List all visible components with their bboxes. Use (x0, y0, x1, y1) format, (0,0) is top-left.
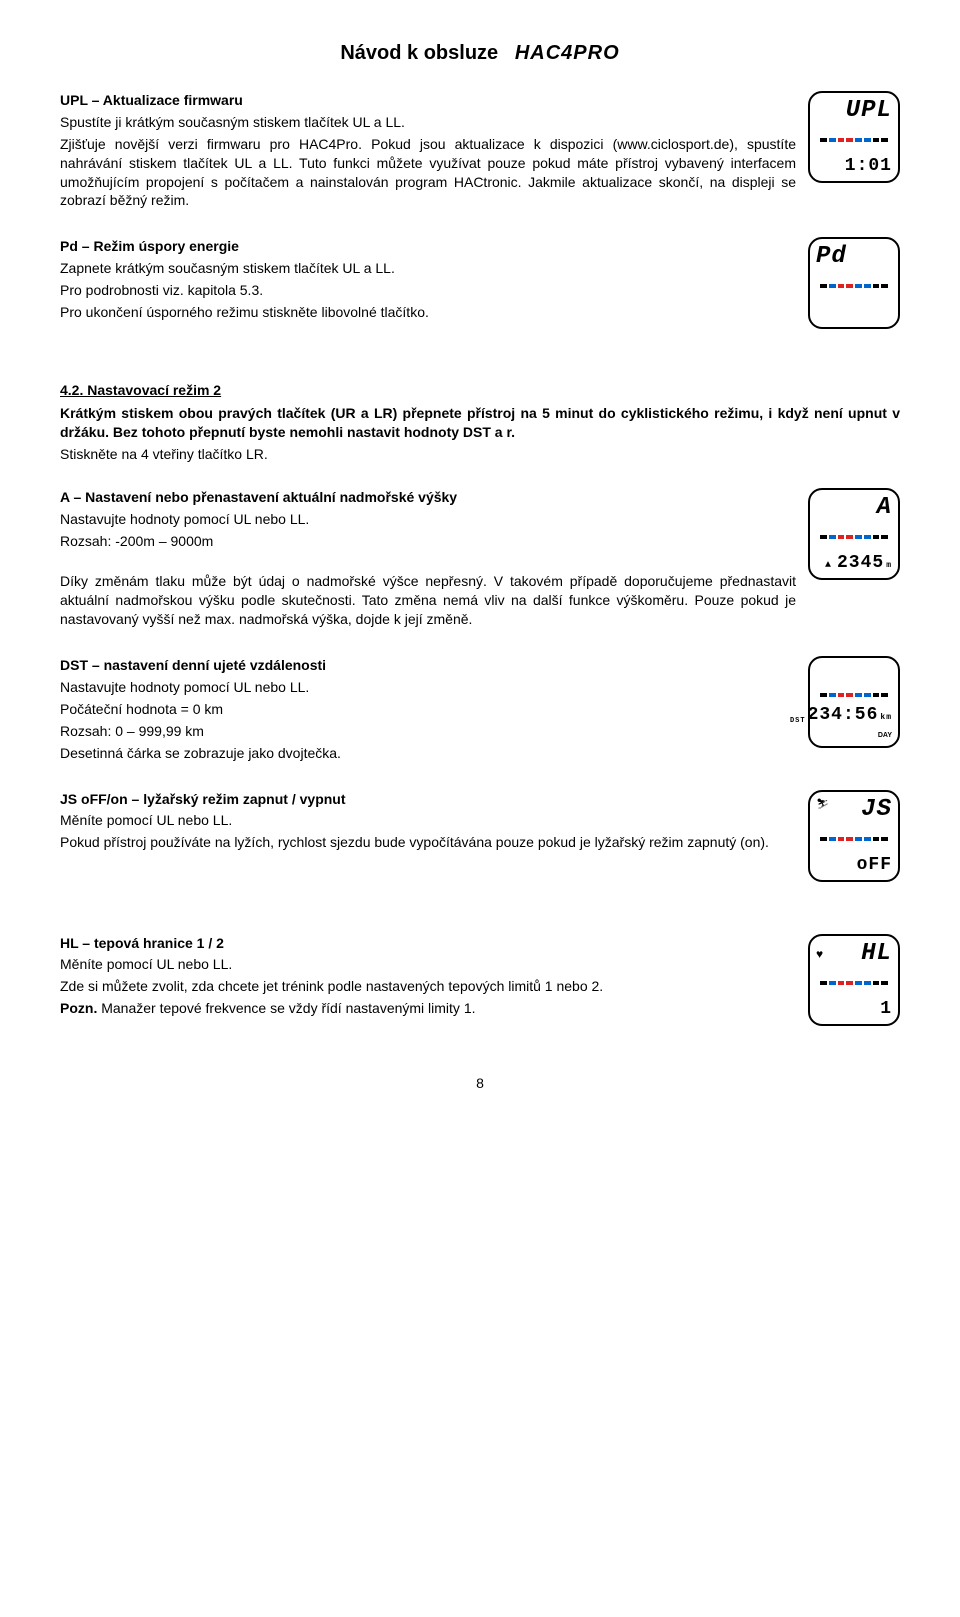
lcd-bars (816, 981, 892, 985)
dst-p1: Nastavujte hodnoty pomocí UL nebo LL. (60, 678, 796, 697)
dst-p2: Počáteční hodnota = 0 km (60, 700, 796, 719)
hl-p3: Pozn. Manažer tepové frekvence se vždy ř… (60, 999, 796, 1018)
dst-p3: Rozsah: 0 – 999,99 km (60, 722, 796, 741)
lcd-dst-sub: DAY (816, 731, 892, 740)
a-heading: A – Nastavení nebo přenastavení aktuální… (60, 488, 796, 507)
lcd-upl-bottom: 1:01 (816, 157, 892, 175)
section-hl: ♥ HL 1 HL – tepová hranice 1 / 2 Měníte … (60, 934, 900, 1034)
lcd-js-bottom: oFF (816, 856, 892, 874)
hl-p3-label: Pozn. (60, 1000, 97, 1016)
lcd-js-icon: ⛷ JS oFF (808, 790, 900, 882)
section-dst: DST 234:56 km DAY DST – nastavení denní … (60, 656, 900, 765)
upl-p2: Zjišťuje novější verzi firmwaru pro HAC4… (60, 135, 796, 211)
lcd-upl-top: UPL (816, 99, 892, 123)
a-p3: Díky změnám tlaku může být údaj o nadmoř… (60, 572, 796, 629)
section-mode2: 4.2. Nastavovací režim 2 Krátkým stiskem… (60, 381, 900, 464)
js-heading: JS oFF/on – lyžařský režim zapnut / vypn… (60, 790, 796, 809)
lcd-dst-bottom: DST 234:56 km (816, 706, 892, 724)
js-p2: Pokud přístroj používáte na lyžích, rych… (60, 833, 796, 852)
dst-heading: DST – nastavení denní ujeté vzdálenosti (60, 656, 796, 675)
lcd-hl-icon: ♥ HL 1 (808, 934, 900, 1026)
pd-p3: Pro ukončení úsporného režimu stiskněte … (60, 303, 796, 322)
heart-icon: ♥ (816, 946, 823, 962)
section-pd: Pd Pd – Režim úspory energie Zapnete krá… (60, 237, 900, 337)
pd-heading: Pd – Režim úspory energie (60, 237, 796, 256)
mountain-icon: ▲ (825, 561, 832, 571)
lcd-pd-bottom (816, 303, 892, 321)
lcd-dst-icon: DST 234:56 km DAY (808, 656, 900, 748)
section-upl: UPL 1:01 UPL – Aktualizace firmwaru Spus… (60, 91, 900, 213)
lcd-a-top: A (816, 496, 892, 520)
lcd-upl-icon: UPL 1:01 (808, 91, 900, 183)
lcd-a-bottom: ▲ 2345 m (816, 554, 892, 572)
lcd-pd-icon: Pd (808, 237, 900, 329)
section-js: ⛷ JS oFF JS oFF/on – lyžařský režim zapn… (60, 790, 900, 890)
lcd-bars (816, 693, 892, 697)
page-header: Návod k obsluze HAC4PRO (60, 40, 900, 67)
hl-p2: Zde si můžete zvolit, zda chcete jet tré… (60, 977, 796, 996)
section-a: A ▲ 2345 m A – Nastavení nebo přenastave… (60, 488, 900, 632)
lcd-hl-bottom: 1 (816, 1000, 892, 1018)
lcd-bars (816, 284, 892, 288)
js-p1: Měníte pomocí UL nebo LL. (60, 811, 796, 830)
mode2-heading: 4.2. Nastavovací režim 2 (60, 381, 900, 400)
ski-icon: ⛷ (816, 798, 829, 812)
dst-p4: Desetinná čárka se zobrazuje jako dvojte… (60, 744, 796, 763)
lcd-hl-top: HL (823, 942, 892, 966)
a-p2: Rozsah: -200m – 9000m (60, 532, 796, 551)
pd-p1: Zapnete krátkým současným stiskem tlačít… (60, 259, 796, 278)
lcd-pd-top: Pd (816, 245, 892, 269)
header-logo: HAC4PRO (515, 42, 620, 64)
hl-heading: HL – tepová hranice 1 / 2 (60, 934, 796, 953)
hl-p3-text: Manažer tepové frekvence se vždy řídí na… (97, 1000, 475, 1016)
lcd-js-top: JS (829, 798, 892, 822)
lcd-bars (816, 138, 892, 142)
mode2-p2: Stiskněte na 4 vteřiny tlačítko LR. (60, 445, 900, 464)
pd-p2: Pro podrobnosti viz. kapitola 5.3. (60, 281, 796, 300)
page-number: 8 (60, 1074, 900, 1093)
lcd-bars (816, 535, 892, 539)
lcd-a-icon: A ▲ 2345 m (808, 488, 900, 580)
upl-p1: Spustíte ji krátkým současným stiskem tl… (60, 113, 796, 132)
mode2-p1: Krátkým stiskem obou pravých tlačítek (U… (60, 404, 900, 442)
hl-p1: Měníte pomocí UL nebo LL. (60, 955, 796, 974)
upl-heading: UPL – Aktualizace firmwaru (60, 91, 796, 110)
header-title: Návod k obsluze (340, 42, 498, 64)
lcd-bars (816, 837, 892, 841)
a-p1: Nastavujte hodnoty pomocí UL nebo LL. (60, 510, 796, 529)
